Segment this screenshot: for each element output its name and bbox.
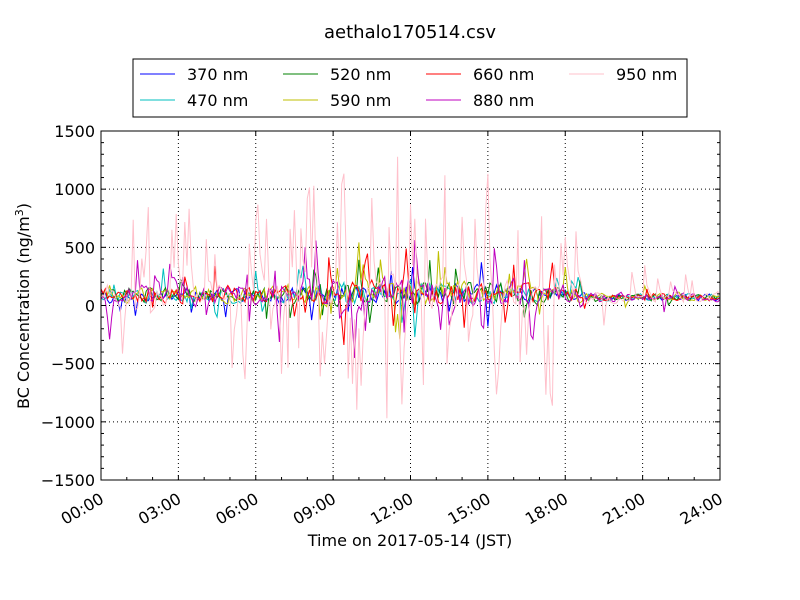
- series-line-590-nm: [101, 242, 720, 340]
- x-tick-label: 09:00: [290, 489, 339, 529]
- legend-label: 950 nm: [616, 65, 677, 84]
- y-tick-label: −1500: [41, 471, 95, 490]
- axes: 00:00 03:00 06:00 09:00 12:00 15:00 18:00 21:00…: [41, 122, 726, 529]
- chart-title: aethalo170514.csv: [324, 22, 496, 43]
- y-axis-label-main: BC Concentration (ng/m: [14, 216, 33, 409]
- legend-entry-590-nm: 590 nm: [283, 91, 391, 110]
- plot-area: [101, 131, 720, 480]
- x-tick-label: 12:00: [367, 489, 416, 529]
- legend-entry-950-nm: 950 nm: [569, 65, 677, 84]
- legend-entry-660-nm: 660 nm: [426, 65, 534, 84]
- series-line-950-nm: [101, 156, 720, 419]
- legend-box: [132, 58, 688, 118]
- x-tick-label: 15:00: [444, 489, 493, 529]
- legend-label: 880 nm: [473, 91, 534, 110]
- y-axis-label: BC Concentration (ng/m3): [13, 203, 33, 409]
- y-axis-label-close: ): [14, 203, 33, 209]
- legend-label: 590 nm: [330, 91, 391, 110]
- x-tick-label: 24:00: [677, 489, 726, 529]
- series-group: [101, 156, 720, 419]
- y-tick-label: −500: [51, 355, 95, 374]
- legend-label: 520 nm: [330, 65, 391, 84]
- legend: 370 nm 470 nm 520 nm 590 nm 660 nm 880 nm 950 …: [132, 58, 688, 118]
- x-tick-label: 06:00: [212, 489, 261, 529]
- legend-entry-880-nm: 880 nm: [426, 91, 534, 110]
- y-tick-label: 0: [85, 297, 95, 316]
- y-tick-label: 500: [64, 238, 95, 257]
- y-axis-label-superscript: 3: [13, 209, 26, 216]
- x-tick-label: 21:00: [599, 489, 648, 529]
- legend-label: 660 nm: [473, 65, 534, 84]
- x-tick-label: 00:00: [58, 489, 107, 529]
- y-tick-label: −1000: [41, 413, 95, 432]
- x-axis-label: Time on 2017-05-14 (JST): [307, 531, 512, 550]
- legend-entry-470-nm: 470 nm: [140, 91, 248, 110]
- x-tick-label: 03:00: [135, 489, 184, 529]
- legend-label: 370 nm: [187, 65, 248, 84]
- legend-entry-370-nm: 370 nm: [140, 65, 248, 84]
- y-tick-label: 1000: [54, 180, 95, 199]
- legend-entry-520-nm: 520 nm: [283, 65, 391, 84]
- legend-label: 470 nm: [187, 91, 248, 110]
- y-tick-label: 1500: [54, 122, 95, 141]
- x-tick-label: 18:00: [522, 489, 571, 529]
